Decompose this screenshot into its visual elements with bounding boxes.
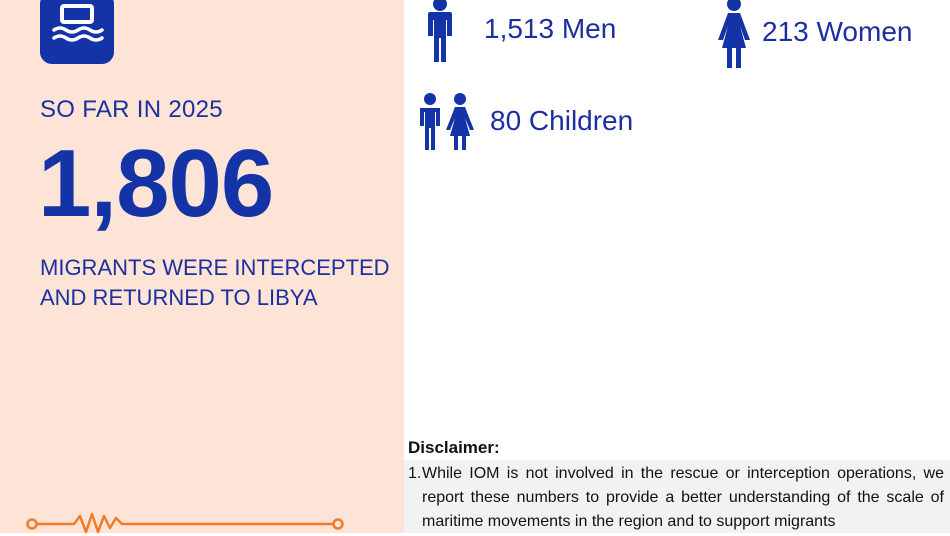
stat-women: 213 Women (716, 0, 912, 68)
stat-men: 1,513 Men (420, 0, 616, 62)
children-count: 80 Children (490, 105, 634, 136)
caption-line-1: MIGRANTS WERE INTERCEPTED (40, 255, 390, 280)
disclaimer-background (404, 460, 950, 533)
headline-caption: MIGRANTS WERE INTERCEPTED AND RETURNED T… (40, 253, 390, 313)
disclaimer-title: Disclaimer: (408, 438, 500, 457)
total-intercepted: 1,806 (38, 130, 274, 237)
ecg-line-icon (26, 512, 344, 534)
stat-children: 80 Children (414, 92, 633, 150)
caption-line-2: AND RETURNED TO LIBYA (40, 285, 318, 310)
children-icon (420, 93, 474, 150)
right-panel (404, 0, 950, 533)
woman-icon (718, 0, 750, 68)
left-panel: SO FAR IN 2025 1,806 MIGRANTS WERE INTER… (0, 0, 404, 534)
disclaimer-item-number: 1. (408, 465, 422, 482)
period-label: SO FAR IN 2025 (40, 96, 223, 123)
man-icon (428, 0, 452, 62)
disclaimer-item-text: While IOM is not involved in the rescue … (422, 465, 944, 530)
boat-icon (40, 0, 114, 64)
men-count: 1,513 Men (484, 13, 617, 44)
disclaimer-item: 1. While IOM is not involved in the resc… (408, 462, 944, 534)
women-count: 213 Women (762, 16, 913, 47)
